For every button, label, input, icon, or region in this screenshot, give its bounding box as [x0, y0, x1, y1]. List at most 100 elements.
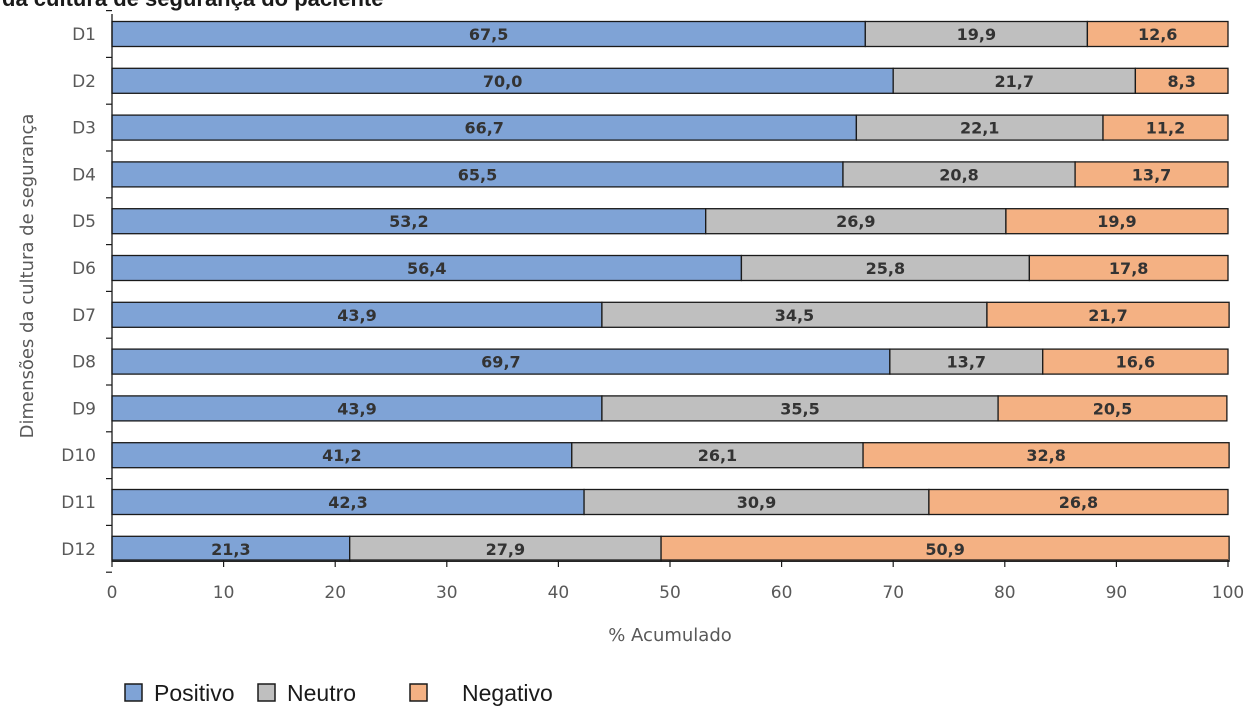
category-label-d3: D3 [72, 119, 96, 139]
legend: Positivo Neutro Negativo [124, 680, 553, 706]
x-tick-label-100: 100 [1212, 583, 1244, 603]
bar-negativo-d11 [928, 488, 1229, 516]
bar-positivo-d7 [111, 301, 603, 328]
data-label-positivo-d7: 43,9 [337, 306, 376, 325]
data-label-neutro-d3: 22,1 [960, 119, 999, 138]
data-label-negativo-d12: 50,9 [925, 540, 964, 559]
chart-title: da cultura de segurança do paciente [2, 0, 383, 11]
x-tick-label-90: 90 [1106, 583, 1128, 603]
data-label-negativo-d6: 17,8 [1109, 259, 1148, 278]
bar-positivo-d9 [111, 395, 603, 422]
data-label-negativo-d9: 20,5 [1093, 399, 1132, 418]
bar-neutro-d7 [601, 301, 988, 328]
bar-neutro-d8 [889, 348, 1044, 375]
bar-positivo-d3 [111, 114, 858, 141]
bar-positivo-d11 [111, 488, 585, 516]
bar-neutro-d3 [855, 114, 1104, 141]
legend-label-negativo: Negativo [462, 680, 553, 706]
legend-swatch-neutro [257, 683, 276, 702]
bar-positivo-d4 [111, 161, 844, 188]
data-label-neutro-d4: 20,8 [939, 165, 978, 184]
data-label-positivo-d6: 56,4 [407, 259, 446, 278]
bar-negativo-d1 [1086, 20, 1229, 48]
x-tick-label-40: 40 [548, 583, 570, 603]
bar-neutro-d1 [864, 20, 1089, 48]
category-label-d8: D8 [72, 353, 96, 373]
data-label-negativo-d7: 21,7 [1088, 306, 1127, 325]
bar-positivo-d12 [111, 535, 351, 562]
data-label-neutro-d10: 26,1 [698, 446, 737, 465]
y-axis-label: Dimensões da cultura de segurança [17, 114, 38, 439]
bar-neutro-d6 [740, 254, 1031, 282]
data-label-positivo-d4: 65,5 [458, 165, 497, 184]
data-label-positivo-d3: 66,7 [464, 119, 503, 138]
category-label-d10: D10 [61, 446, 96, 466]
legend-label-neutro: Neutro [287, 680, 356, 706]
data-label-negativo-d10: 32,8 [1026, 446, 1065, 465]
data-label-negativo-d4: 13,7 [1132, 165, 1171, 184]
category-label-d5: D5 [72, 212, 96, 232]
data-label-neutro-d2: 21,7 [995, 72, 1034, 91]
legend-swatch-negativo [409, 683, 428, 702]
data-label-positivo-d10: 41,2 [322, 446, 361, 465]
x-tick-label-20: 20 [324, 583, 346, 603]
bar-neutro-d2 [892, 67, 1137, 94]
category-label-d4: D4 [72, 165, 96, 185]
x-tick-label-50: 50 [659, 583, 681, 603]
x-axis-label: % Acumulado [608, 625, 732, 646]
data-label-negativo-d3: 11,2 [1146, 119, 1185, 138]
x-tick-label-60: 60 [771, 583, 793, 603]
data-label-positivo-d9: 43,9 [337, 399, 376, 418]
data-label-positivo-d12: 21,3 [211, 540, 250, 559]
bar-positivo-d5 [111, 208, 707, 235]
x-tick-label-30: 30 [436, 583, 458, 603]
bar-negativo-d6 [1028, 254, 1229, 282]
bar-negativo-d4 [1074, 161, 1229, 188]
bar-neutro-d10 [571, 442, 864, 469]
bar-negativo-d12 [660, 535, 1230, 562]
bar-negativo-d8 [1042, 348, 1229, 375]
x-tick-label-10: 10 [213, 583, 235, 603]
bar-negativo-d7 [986, 301, 1230, 328]
data-label-negativo-d8: 16,6 [1116, 353, 1155, 372]
bar-negativo-d5 [1005, 208, 1229, 235]
data-label-neutro-d9: 35,5 [780, 399, 819, 418]
category-label-d12: D12 [61, 540, 96, 560]
category-label-d9: D9 [72, 399, 96, 419]
bar-neutro-d5 [705, 208, 1007, 235]
bar-negativo-d3 [1102, 114, 1229, 141]
bar-neutro-d12 [349, 535, 662, 562]
bars-group: D1 67,5 19,9 12,6 D2 70,0 21,7 8,3 D3 66,7 22,1 11,… [61, 20, 1230, 562]
data-label-neutro-d8: 13,7 [947, 353, 986, 372]
bar-negativo-d10 [862, 442, 1230, 469]
bar-negativo-d9 [997, 395, 1228, 422]
data-label-neutro-d1: 19,9 [957, 25, 996, 44]
category-label-d1: D1 [72, 25, 96, 45]
data-label-neutro-d11: 30,9 [737, 493, 776, 512]
axes-group: 0 10 20 30 40 50 60 70 80 90 100 [106, 10, 1244, 603]
legend-label-positivo: Positivo [154, 680, 235, 706]
data-label-neutro-d6: 25,8 [866, 259, 905, 278]
data-label-positivo-d2: 70,0 [483, 72, 522, 91]
data-label-neutro-d12: 27,9 [486, 540, 525, 559]
data-label-positivo-d11: 42,3 [328, 493, 367, 512]
bar-negativo-d2 [1134, 67, 1229, 94]
data-label-neutro-d5: 26,9 [836, 212, 875, 231]
data-label-positivo-d8: 69,7 [481, 353, 520, 372]
legend-swatch-positivo [124, 683, 143, 702]
x-tick-label-0: 0 [107, 583, 118, 603]
data-label-neutro-d7: 34,5 [775, 306, 814, 325]
data-label-negativo-d5: 19,9 [1097, 212, 1136, 231]
x-tick-label-80: 80 [994, 583, 1016, 603]
category-label-d2: D2 [72, 72, 96, 92]
category-label-d7: D7 [72, 306, 96, 326]
category-label-d6: D6 [72, 259, 96, 279]
data-label-negativo-d11: 26,8 [1059, 493, 1098, 512]
x-tick-label-70: 70 [882, 583, 904, 603]
bar-positivo-d10 [111, 442, 573, 469]
bar-positivo-d8 [111, 348, 891, 375]
data-label-positivo-d1: 67,5 [469, 25, 508, 44]
category-label-d11: D11 [61, 493, 96, 513]
data-label-negativo-d1: 12,6 [1138, 25, 1177, 44]
